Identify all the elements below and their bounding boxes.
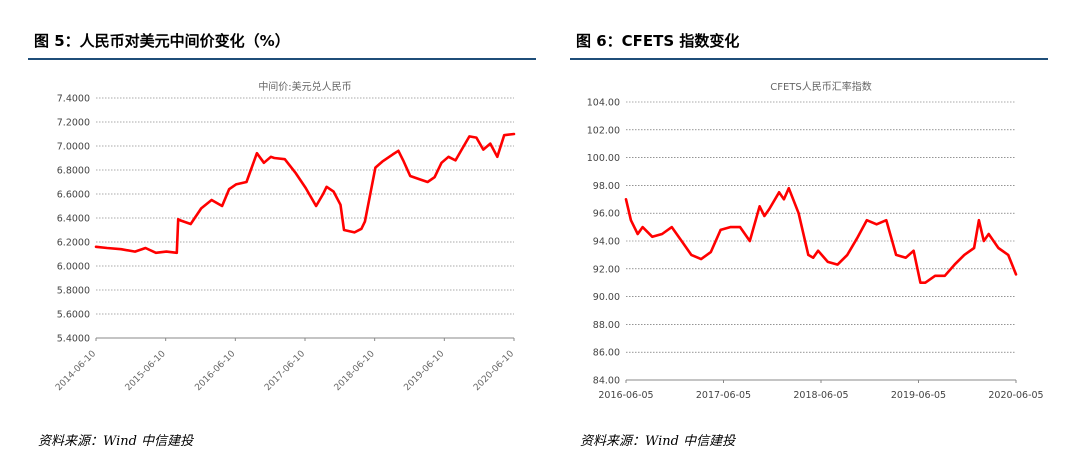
x-tick-label: 2016-06-05 [598,390,653,401]
title-rule [28,58,536,60]
y-tick-label: 94.00 [593,237,620,248]
x-tick-label: 2019-06-05 [891,390,946,401]
y-tick-label: 98.00 [593,181,620,192]
source-note: 资料来源：Wind 中信建投 [580,434,736,449]
y-tick-label: 86.00 [593,348,620,359]
y-tick-label: 6.0000 [57,262,90,273]
x-tick-label: 2018-06-05 [793,390,848,401]
y-tick-label: 102.00 [587,125,620,136]
y-tick-label: 6.4000 [57,214,90,225]
cfets-index-chart: CFETS人民币汇率指数 104.00 102.00 100.00 98.00 96.00… [587,80,1044,401]
y-tick-label: 88.00 [593,320,620,331]
x-tick-label: 2018-06-10 [333,349,377,393]
y-tick-label: 6.6000 [57,190,90,201]
y-tick-label: 7.0000 [57,142,90,153]
x-tick-label: 2016-06-10 [193,349,237,393]
x-tick-label: 2014-06-10 [54,349,98,393]
series-line [624,186,1018,284]
x-tick-label: 2020-06-10 [472,349,516,393]
figure-left: 图 5：人民币对美元中间价变化（%） 中间价:美元兑人民币 7.4000 7.200… [28,0,536,460]
x-tick-label: 2019-06-10 [402,349,446,393]
chart-title: 中间价:美元兑人民币 [258,80,351,93]
figure-right: 图 6：CFETS 指数变化 CFETS人民币汇率指数 104.00 102.00 1… [570,0,1048,460]
y-tick-label: 5.4000 [57,334,90,345]
y-tick-label: 6.8000 [57,166,90,177]
x-tick-label: 2015-06-10 [124,349,168,393]
x-tick-label: 2017-06-10 [263,349,307,393]
y-tick-label: 5.8000 [57,286,90,297]
y-tick-label: 100.00 [587,153,620,164]
source-note: 资料来源：Wind 中信建投 [38,434,194,449]
y-tick-label: 84.00 [593,376,620,387]
y-tick-label: 5.6000 [57,310,90,321]
usd-cny-midpoint-chart: 中间价:美元兑人民币 7.4000 7.2000 7.0000 6.8000 6.6000… [54,80,516,393]
series-line [94,132,516,255]
figure-title: 图 6：CFETS 指数变化 [576,32,740,50]
x-tick-label: 2020-06-05 [988,390,1043,401]
chart-title: CFETS人民币汇率指数 [770,80,872,93]
y-tick-label: 7.4000 [57,94,90,105]
title-rule [570,58,1048,60]
y-tick-label: 6.2000 [57,238,90,249]
y-tick-label: 90.00 [593,292,620,303]
x-tick-label: 2017-06-05 [696,390,751,401]
y-tick-label: 96.00 [593,209,620,220]
y-tick-label: 7.2000 [57,118,90,129]
y-tick-label: 104.00 [587,98,620,109]
figure-title: 图 5：人民币对美元中间价变化（%） [34,32,290,50]
y-tick-label: 92.00 [593,264,620,275]
